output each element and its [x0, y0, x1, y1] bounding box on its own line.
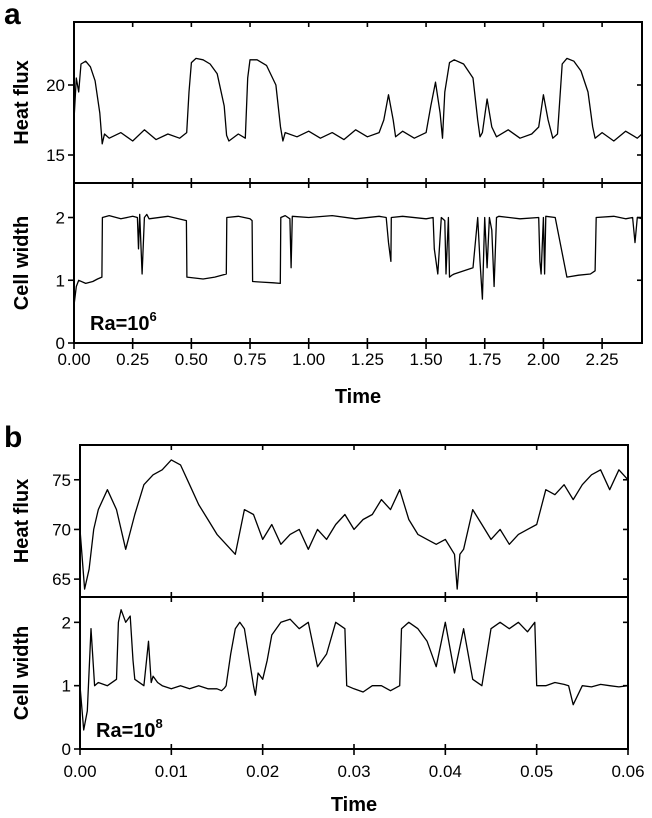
x-axis-label: Time	[331, 794, 377, 816]
series-line	[73, 57, 643, 145]
x-tick-label: 0.75	[233, 350, 266, 369]
rayleigh-exponent: 8	[156, 716, 163, 731]
y-tick-label: 0	[62, 740, 71, 759]
y-tick-label: 1	[56, 271, 65, 290]
y-tick-label: 0	[56, 334, 65, 353]
panel-letter: b	[4, 421, 22, 454]
x-tick-label: 0.05	[520, 762, 553, 781]
panel-letter: a	[4, 0, 21, 31]
x-tick-label: 2.00	[527, 350, 560, 369]
y-axis-label: Heat flux	[11, 60, 33, 144]
rayleigh-base: Ra=10	[90, 313, 150, 335]
x-tick-label: 0.00	[57, 350, 90, 369]
y-tick-label: 75	[52, 471, 71, 490]
plot-frame	[79, 444, 629, 598]
y-axis-label: Cell width	[11, 626, 33, 720]
y-tick-label: 70	[52, 520, 71, 539]
y-tick-label: 15	[46, 146, 65, 165]
series-line	[73, 213, 643, 306]
y-axis-label: Cell width	[11, 216, 33, 310]
x-tick-label: 0.02	[246, 762, 279, 781]
y-axis-label: Heat flux	[11, 479, 33, 563]
rayleigh-annotation: Ra=108	[96, 716, 163, 742]
rayleigh-annotation: Ra=106	[90, 309, 157, 335]
x-tick-label: 0.04	[429, 762, 462, 781]
panel-b: b 65 70 75 Heat flux 0 1 2 Cell width 0.00 0.01 0.0…	[4, 421, 645, 816]
y-tick-label: 2	[56, 209, 65, 228]
x-tick-label: 0.00	[63, 762, 96, 781]
x-tick-label: 1.25	[351, 350, 384, 369]
x-tick-label: 1.00	[292, 350, 325, 369]
y-tick-label: 20	[46, 76, 65, 95]
rayleigh-base: Ra=10	[96, 720, 156, 742]
x-tick-label: 0.50	[175, 350, 208, 369]
y-tick-label: 65	[52, 570, 71, 589]
x-tick-label: 0.25	[116, 350, 149, 369]
plot-frame	[73, 21, 643, 184]
x-tick-label: 0.01	[155, 762, 188, 781]
x-tick-label: 2.25	[586, 350, 619, 369]
plot-frame	[73, 182, 643, 344]
panel-a: a 15 20 Heat flux 0 1 2 Cell width 0.00 0.25 0.50 0…	[4, 0, 643, 408]
y-tick-label: 1	[62, 677, 71, 696]
x-tick-label: 1.50	[410, 350, 443, 369]
series-line	[79, 609, 629, 731]
y-tick-label: 2	[62, 613, 71, 632]
x-tick-label: 0.06	[611, 762, 644, 781]
x-tick-label: 0.03	[337, 762, 370, 781]
x-axis-label: Time	[335, 386, 381, 408]
rayleigh-exponent: 6	[150, 309, 157, 324]
x-tick-label: 1.75	[468, 350, 501, 369]
series-line	[79, 459, 629, 590]
